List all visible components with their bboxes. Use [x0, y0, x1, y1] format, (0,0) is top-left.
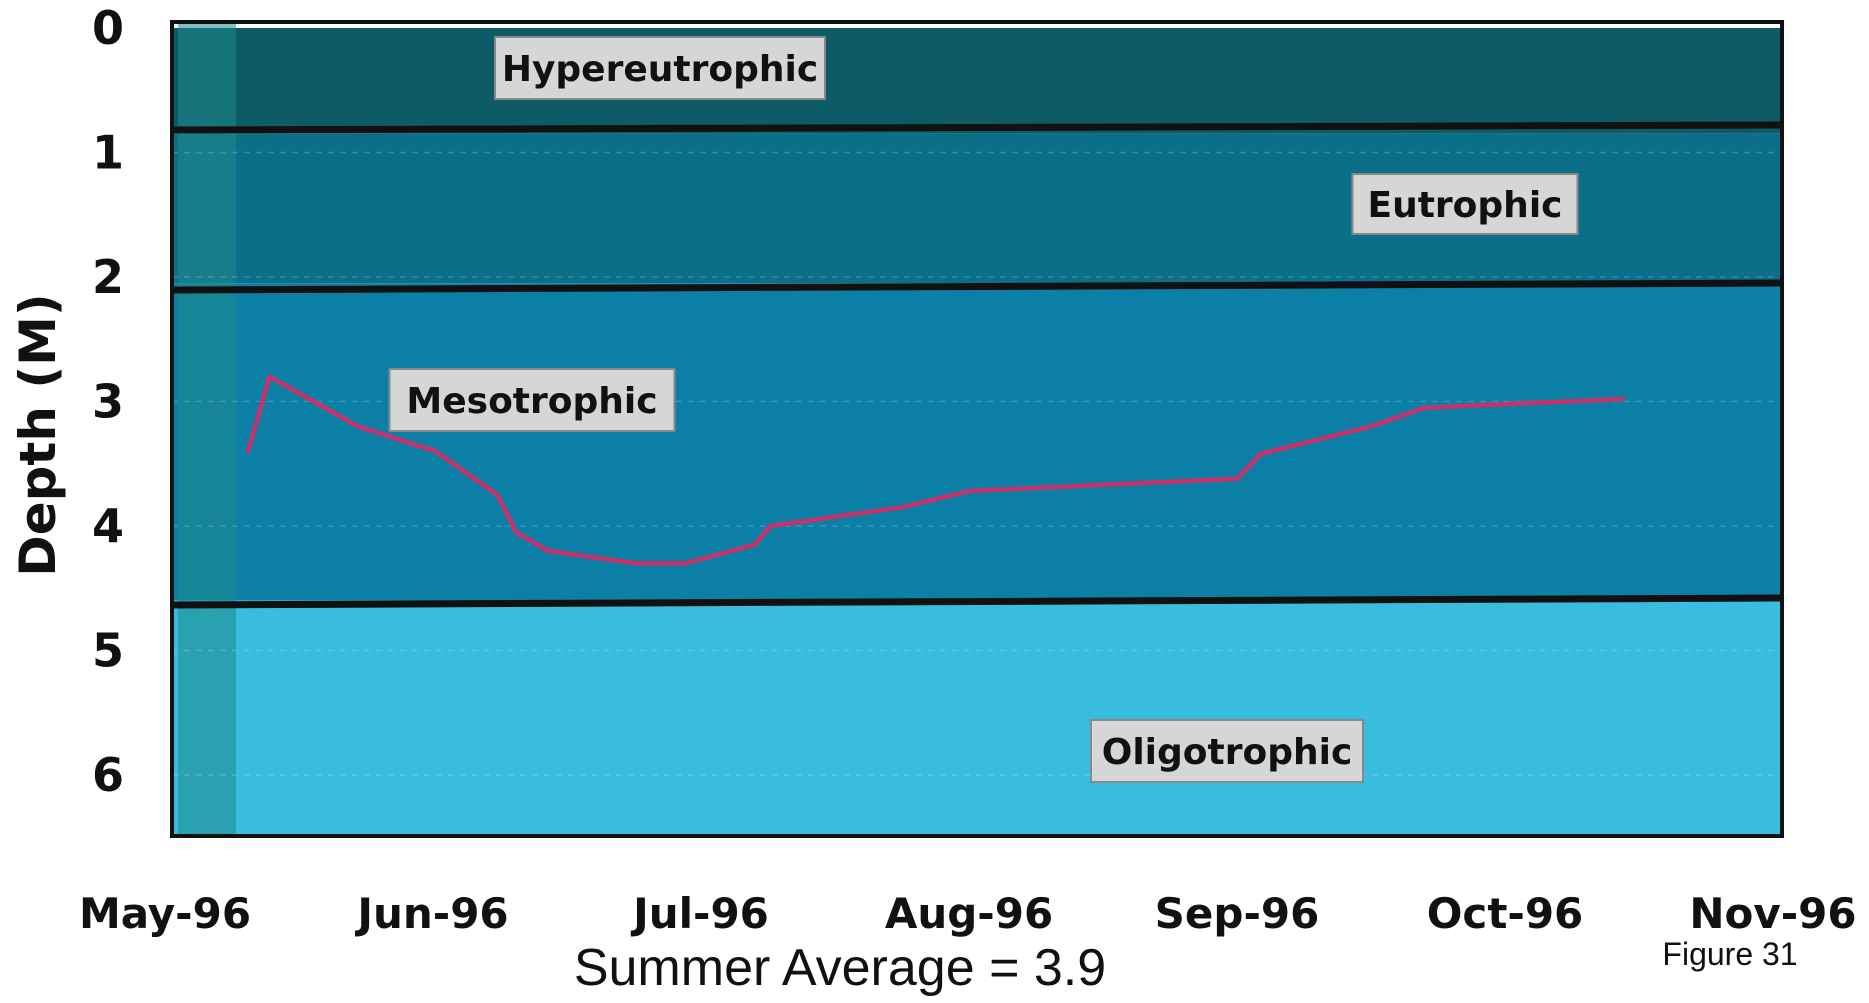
left-strip — [178, 22, 236, 836]
figure-label: Figure 31 — [1662, 936, 1797, 972]
y-tick-label: 4 — [92, 499, 124, 553]
y-tick-label: 1 — [92, 126, 124, 180]
x-tick-label: Oct-96 — [1427, 889, 1584, 938]
zone-boundary-line — [171, 279, 1783, 294]
x-tick-label: Nov-96 — [1689, 889, 1856, 938]
x-tick-label: Sep-96 — [1155, 889, 1320, 938]
x-tick-label: Jun-96 — [354, 889, 508, 938]
zone-band-hypereutrophic — [172, 28, 1782, 134]
y-tick-label: 2 — [92, 250, 124, 304]
zone-boundary-line — [171, 594, 1783, 609]
x-tick-label: May-96 — [79, 889, 251, 938]
x-tick-label: Aug-96 — [885, 889, 1053, 938]
y-tick-label: 6 — [92, 748, 124, 802]
zone-band-oligotrophic — [172, 600, 1782, 836]
y-tick-label: 3 — [92, 375, 124, 429]
plot-area: Hypereutrophic Eutrophic Mesotrophic Oligot… — [170, 20, 1784, 838]
zone-label-box-hypereutrophic — [494, 36, 826, 100]
zone-label-mesotrophic: Mesotrophic — [406, 381, 657, 422]
y-tick-label: 5 — [92, 624, 124, 678]
zone-label-hypereutrophic: Hypereutrophic — [502, 49, 818, 90]
axis-labels: 0 1 2 3 4 5 6 May-96 Jun-96 Jul-96 Aug-96 Sep-96 Oct… — [79, 1, 1857, 938]
zone-label-eutrophic: Eutrophic — [1368, 185, 1563, 226]
zone-boundary-line — [171, 121, 1783, 134]
zone-label-oligotrophic: Oligotrophic — [1102, 732, 1353, 773]
zone-label-box-mesotrophic — [388, 368, 676, 432]
y-axis-label: Depth (M) — [9, 293, 67, 577]
x-tick-label: Jul-96 — [630, 889, 769, 938]
zone-label-box-oligotrophic — [1090, 719, 1364, 783]
series-line-depth — [245, 374, 1626, 566]
plot-frame — [170, 20, 1784, 838]
zone-label-box-eutrophic — [1351, 173, 1579, 235]
y-tick-label: 0 — [92, 1, 124, 55]
summer-average-caption: Summer Average = 3.9 — [574, 939, 1106, 997]
zone-band-mesotrophic — [172, 283, 1782, 601]
